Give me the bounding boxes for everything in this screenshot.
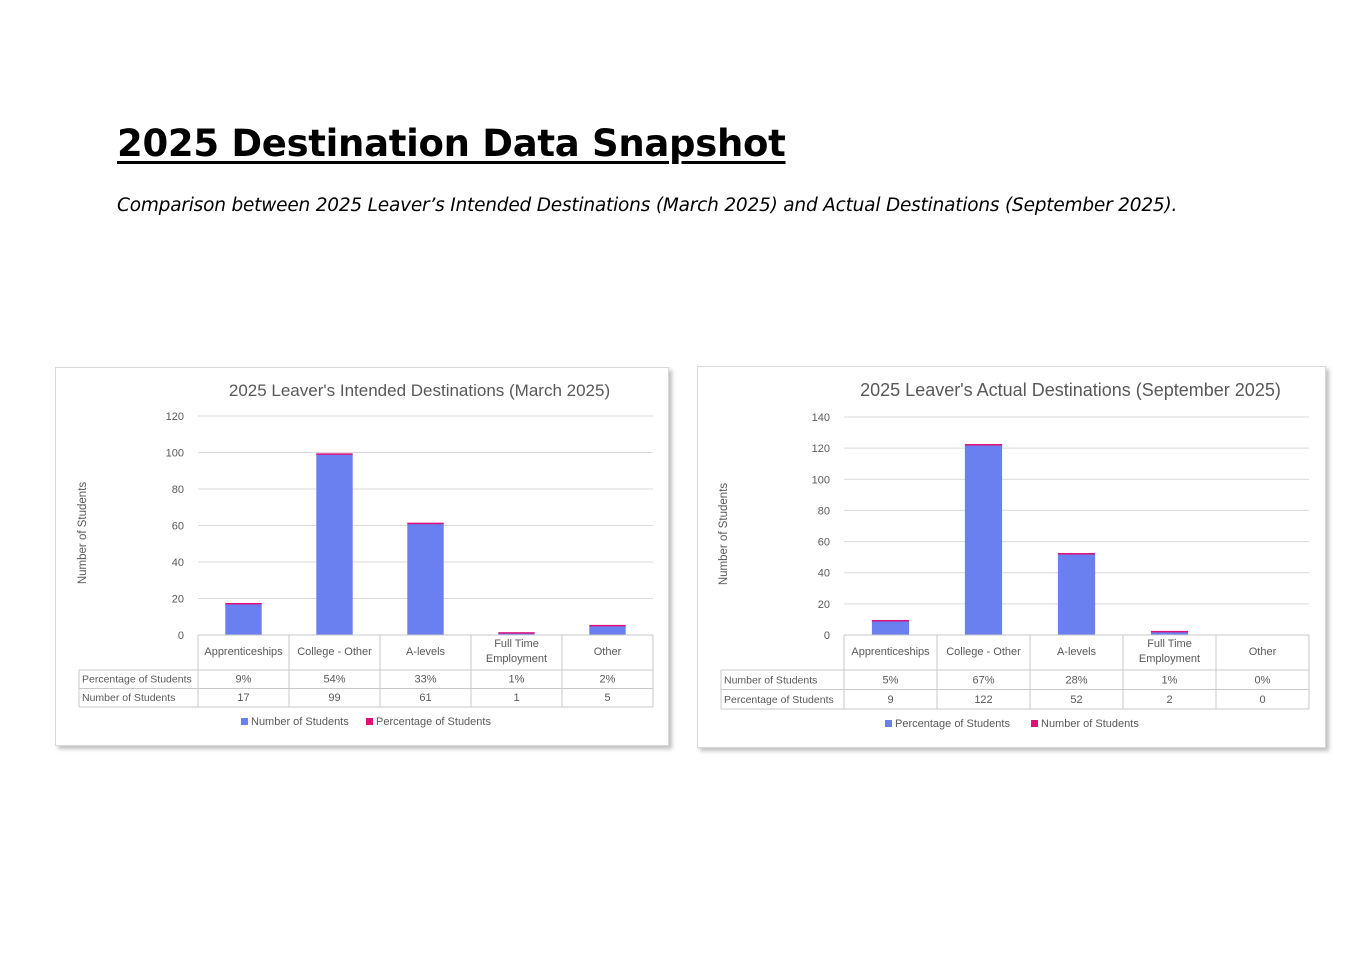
table-cell: 2 <box>1166 694 1172 706</box>
table-cell: 1% <box>509 674 525 686</box>
y-tick-label: 80 <box>172 484 184 496</box>
category-label: College - Other <box>297 646 372 658</box>
table-cell: 1 <box>513 692 519 704</box>
y-tick-label: 120 <box>812 443 830 455</box>
table-cell: 9% <box>236 674 252 686</box>
table-row-label: Percentage of Students <box>82 674 192 686</box>
category-label: Full Time Employment <box>486 638 547 665</box>
bar-college-other <box>316 454 353 635</box>
table-cell: 28% <box>1065 674 1087 686</box>
y-tick-label: 60 <box>818 537 830 549</box>
legend-label: Percentage of Students <box>895 718 1010 730</box>
bar-cap <box>225 602 262 605</box>
category-label: A-levels <box>1057 646 1097 658</box>
table-cell: 0% <box>1255 674 1271 686</box>
category-label: Full Time Employment <box>1139 638 1200 665</box>
y-tick-label: 40 <box>818 568 830 580</box>
category-label: Other <box>1249 646 1277 658</box>
table-cell: 33% <box>414 674 436 686</box>
bar-a-levels <box>407 523 444 635</box>
chart-title: 2025 Leaver's Intended Destinations (Mar… <box>229 381 610 400</box>
y-tick-label: 60 <box>172 521 184 533</box>
legend-swatch <box>885 720 892 727</box>
table-cell: 0 <box>1259 694 1265 706</box>
legend-swatch <box>241 718 248 725</box>
bar-cap <box>1057 553 1096 555</box>
bar-a-levels <box>1057 554 1096 635</box>
y-tick-label: 120 <box>166 411 184 423</box>
page-subtitle: Comparison between 2025 Leaver’s Intende… <box>117 195 1178 216</box>
category-label: Other <box>594 646 622 658</box>
y-tick-label: 20 <box>818 599 830 611</box>
table-row-label: Number of Students <box>82 692 175 704</box>
legend-label: Number of Students <box>1041 718 1139 730</box>
bar-cap <box>407 522 444 525</box>
table-cell: 5 <box>604 692 610 704</box>
y-tick-label: 0 <box>824 630 830 642</box>
table-cell: 52 <box>1070 694 1082 706</box>
bar-cap <box>871 619 910 622</box>
table-cell: 67% <box>972 674 994 686</box>
legend-swatch <box>366 718 373 725</box>
y-tick-label: 140 <box>812 412 830 424</box>
bar-cap <box>589 624 626 627</box>
table-cell: 2% <box>600 674 616 686</box>
y-tick-label: 100 <box>166 448 184 460</box>
table-cell: 99 <box>328 692 340 704</box>
y-tick-label: 0 <box>178 630 184 642</box>
category-label: Apprenticeships <box>204 646 283 658</box>
legend-swatch <box>1031 720 1038 727</box>
bar-cap <box>1150 630 1189 633</box>
table-row-label: Number of Students <box>724 674 817 686</box>
table-cell: 61 <box>419 692 431 704</box>
bar-cap <box>498 632 535 634</box>
actual-chart-svg: 2025 Leaver's Actual Destinations (Septe… <box>718 380 1310 730</box>
y-axis-label: Number of Students <box>718 483 730 586</box>
bar-full-time-employment <box>1150 631 1189 635</box>
chart-title: 2025 Leaver's Actual Destinations (Septe… <box>860 380 1281 400</box>
table-cell: 1% <box>1162 674 1178 686</box>
table-cell: 17 <box>237 692 249 704</box>
table-row-label: Percentage of Students <box>724 694 834 706</box>
y-tick-label: 40 <box>172 557 184 569</box>
page-title: 2025 Destination Data Snapshot <box>117 122 786 165</box>
table-cell: 5% <box>883 674 899 686</box>
bar-other <box>589 625 626 635</box>
table-cell: 122 <box>974 694 992 706</box>
table-cell: 9 <box>887 694 893 706</box>
bar-cap <box>316 453 353 455</box>
actual-destinations-chart: 2025 Leaver's Actual Destinations (Septe… <box>697 366 1326 748</box>
bar-college-other <box>964 445 1003 635</box>
table-cell: 54% <box>323 674 345 686</box>
category-label: A-levels <box>406 646 446 658</box>
bar-full-time-employment <box>498 633 535 635</box>
legend-label: Percentage of Students <box>376 716 491 728</box>
y-axis-label: Number of Students <box>77 482 89 585</box>
bar-cap <box>964 444 1003 446</box>
y-tick-label: 100 <box>812 474 830 486</box>
bar-apprenticeships <box>225 603 262 635</box>
category-label: College - Other <box>946 646 1021 658</box>
intended-destinations-chart: 2025 Leaver's Intended Destinations (Mar… <box>55 367 669 746</box>
intended-chart-svg: 2025 Leaver's Intended Destinations (Mar… <box>77 381 654 728</box>
category-label: Apprenticeships <box>851 646 930 658</box>
y-tick-label: 80 <box>818 505 830 517</box>
y-tick-label: 20 <box>172 594 184 606</box>
legend-label: Number of Students <box>251 716 349 728</box>
bar-apprenticeships <box>871 620 910 635</box>
